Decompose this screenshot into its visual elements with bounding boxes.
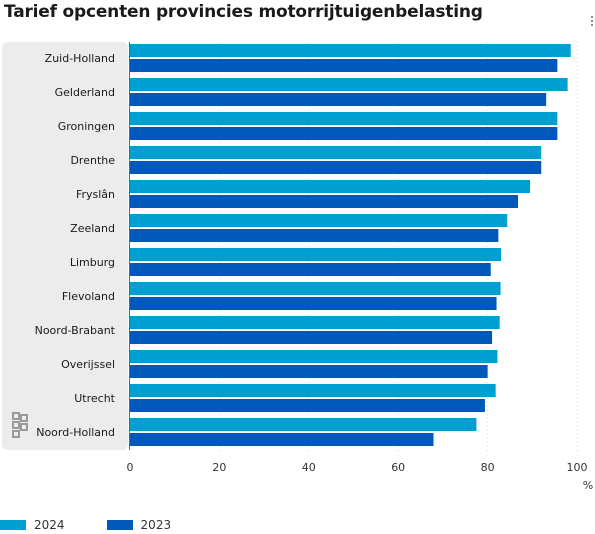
bar-2024-flevoland[interactable]: [130, 282, 501, 295]
category-label: Flevoland: [62, 290, 115, 303]
category-label: Fryslân: [76, 188, 115, 201]
bar-chart: Zuid-Holland Gelderland Groningen Drenthe Fr…: [2, 42, 593, 492]
x-tick-label: 20: [212, 461, 226, 474]
category-label: Zuid-Holland: [45, 52, 115, 65]
bar-2024-noord-holland[interactable]: [130, 418, 477, 431]
category-labels: Zuid-Holland Gelderland Groningen Drenthe Fr…: [35, 52, 116, 439]
category-label: Noord-Brabant: [35, 324, 116, 337]
grid-lines: [218, 42, 578, 452]
legend: 2024 2023: [0, 518, 213, 532]
bar-2023-zeeland[interactable]: [130, 229, 499, 242]
bar-2024-gelderland[interactable]: [130, 78, 568, 91]
category-label: Limburg: [70, 256, 115, 269]
bar-2024-zuid-holland[interactable]: [130, 44, 571, 57]
bar-2024-groningen[interactable]: [130, 112, 558, 125]
bar-2024-limburg[interactable]: [130, 248, 502, 261]
x-tick-label: 100: [567, 461, 588, 474]
bar-2023-zuid-holland[interactable]: [130, 59, 558, 72]
legend-swatch-2023: [106, 520, 133, 530]
bar-2023-overijssel[interactable]: [130, 365, 488, 378]
x-tick-label: 60: [391, 461, 405, 474]
x-tick-label: 80: [481, 461, 495, 474]
cbs-logo-icon: [12, 412, 28, 438]
label-panel: [2, 42, 128, 450]
bar-2023-groningen[interactable]: [130, 127, 558, 140]
bars: [130, 44, 571, 446]
bar-2023-drenthe[interactable]: [130, 161, 542, 174]
bar-2024-zeeland[interactable]: [130, 214, 508, 227]
bar-2023-gelderland[interactable]: [130, 93, 547, 106]
bar-2024-drenthe[interactable]: [130, 146, 542, 159]
legend-item-2023[interactable]: 2023: [106, 518, 172, 532]
category-label: Groningen: [58, 120, 115, 133]
bar-2023-limburg[interactable]: [130, 263, 491, 276]
bar-2023-frysl-n[interactable]: [130, 195, 518, 208]
category-label: Overijssel: [61, 358, 115, 371]
x-unit-label: %: [583, 479, 593, 492]
bar-2023-noord-holland[interactable]: [130, 433, 434, 446]
category-label: Drenthe: [70, 154, 115, 167]
bar-2023-utrecht[interactable]: [130, 399, 485, 412]
x-tick-labels: 0 20 40 60 80 100: [127, 461, 588, 474]
bar-2024-frysl-n[interactable]: [130, 180, 531, 193]
category-label: Noord-Holland: [36, 426, 115, 439]
legend-label-2024: 2024: [34, 518, 65, 532]
category-label: Gelderland: [55, 86, 115, 99]
bar-2024-utrecht[interactable]: [130, 384, 496, 397]
chart-title: Tarief opcenten provincies motorrijtuige…: [4, 2, 483, 22]
bar-2024-noord-brabant[interactable]: [130, 316, 500, 329]
bar-2024-overijssel[interactable]: [130, 350, 498, 363]
bar-2023-noord-brabant[interactable]: [130, 331, 493, 344]
category-label: Utrecht: [74, 392, 115, 405]
x-tick-label: 40: [302, 461, 316, 474]
bar-2023-flevoland[interactable]: [130, 297, 497, 310]
legend-item-2024[interactable]: 2024: [0, 518, 65, 532]
vertical-dots-icon[interactable]: [591, 16, 593, 28]
x-tick-label: 0: [127, 461, 134, 474]
category-label: Zeeland: [70, 222, 115, 235]
legend-label-2023: 2023: [140, 518, 172, 532]
legend-swatch-2024: [0, 520, 26, 530]
